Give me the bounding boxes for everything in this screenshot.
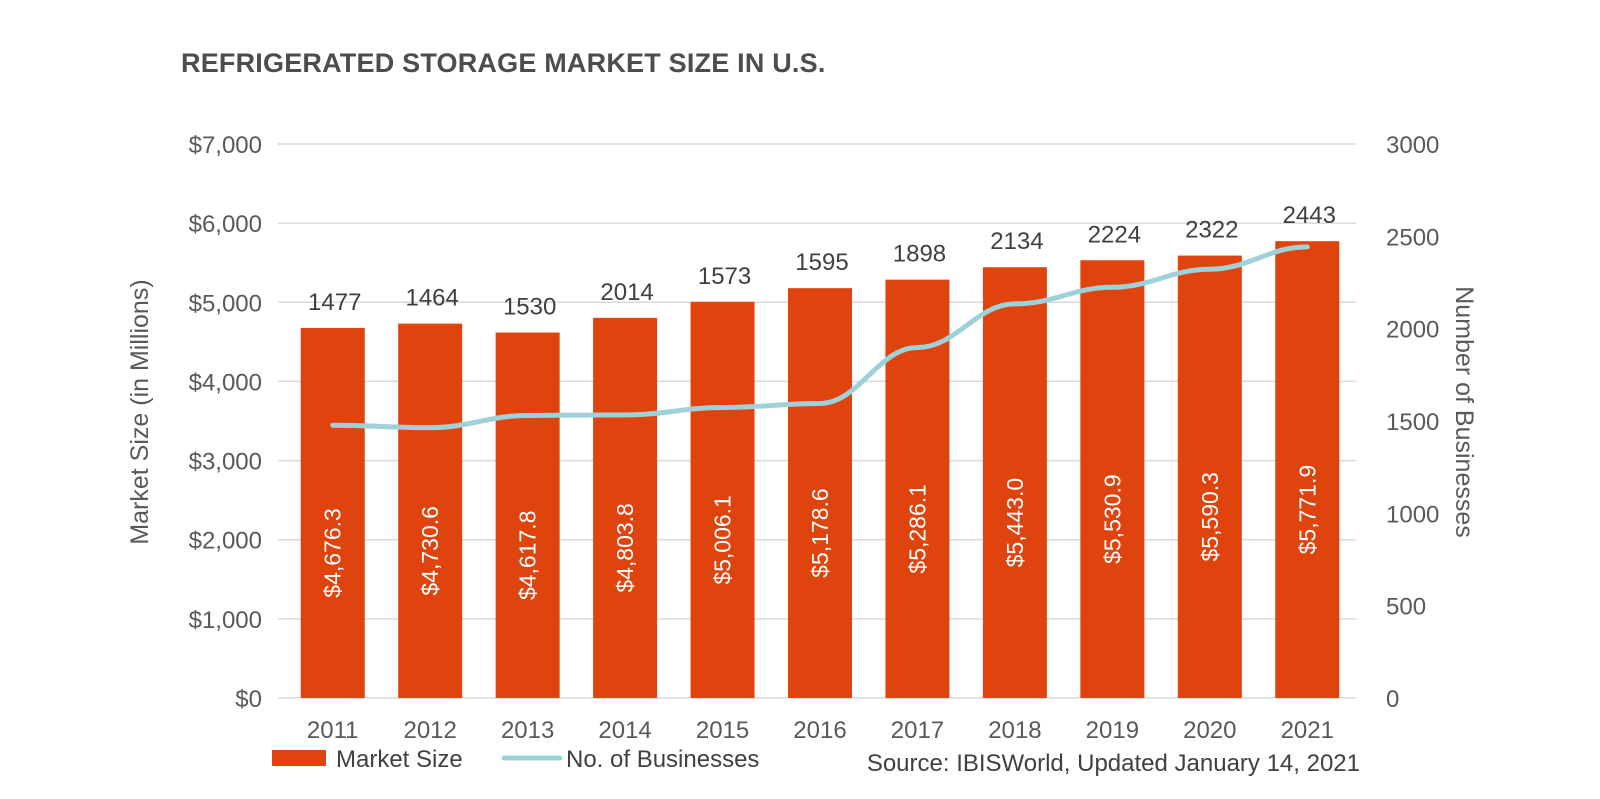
right-axis-title: Number of Businesses [1450, 286, 1478, 538]
bar [398, 323, 463, 698]
bar-value-label: $5,443.0 [1002, 478, 1028, 568]
bar [1177, 255, 1242, 698]
x-tick-label: 2015 [696, 717, 749, 744]
x-tick-label: 2018 [988, 717, 1041, 744]
bar [788, 288, 852, 698]
left-tick-label: $2,000 [189, 528, 262, 555]
x-tick-label: 2013 [501, 717, 554, 744]
legend-label-businesses: No. of Businesses [566, 746, 759, 773]
line-series [330, 244, 1310, 431]
source-note: Source: IBISWorld, Updated January 14, 2… [867, 750, 1360, 777]
left-axis-title: Market Size (in Millions) [126, 279, 154, 544]
line-value-label: 1573 [698, 263, 751, 290]
businesses-line [330, 244, 1310, 431]
left-axis: $0 $1,000 $2,000 $3,000 $4,000 $5,000 $6,000 $7… [189, 132, 262, 713]
bar [495, 332, 560, 698]
line-value-label: 1477 [308, 289, 361, 316]
bar-series [300, 241, 1340, 698]
bar [1275, 241, 1340, 698]
line-value-label: 2014 [600, 279, 653, 306]
legend: Market Size No. of Businesses Source: IB… [272, 746, 1360, 777]
x-tick-label: 2020 [1183, 717, 1236, 744]
bar [982, 267, 1047, 698]
line-value-label: 1898 [893, 241, 946, 268]
x-tick-label: 2014 [598, 717, 651, 744]
bar-value-label: $5,286.1 [904, 484, 930, 574]
chart-title: REFRIGERATED STORAGE MARKET SIZE IN U.S. [181, 48, 826, 78]
line-value-label: 2322 [1185, 217, 1238, 244]
x-tick-label: 2012 [403, 717, 456, 744]
line-value-label: 2134 [990, 228, 1043, 255]
left-tick-label: $1,000 [189, 607, 262, 634]
bar-value-label: $5,178.6 [807, 488, 833, 578]
left-tick-label: $0 [235, 686, 262, 713]
bar [593, 317, 658, 698]
x-tick-label: 2017 [891, 717, 944, 744]
bar-value-label: $5,530.9 [1099, 474, 1125, 564]
right-tick-label: 1500 [1386, 409, 1439, 436]
bar [1080, 260, 1145, 698]
line-value-label: 2443 [1283, 202, 1336, 229]
bar-value-label: $4,803.8 [612, 503, 638, 593]
right-tick-label: 0 [1386, 686, 1399, 713]
left-tick-label: $3,000 [189, 449, 262, 476]
legend-label-market-size: Market Size [336, 746, 463, 773]
bar-value-label: $4,617.8 [515, 511, 541, 601]
left-tick-label: $7,000 [189, 132, 262, 159]
line-value-label: 2224 [1088, 221, 1141, 248]
right-tick-label: 2500 [1386, 224, 1439, 251]
line-value-label: 1530 [503, 294, 556, 321]
bar-value-label: $4,676.3 [320, 508, 346, 598]
x-tick-label: 2019 [1086, 717, 1139, 744]
x-tick-label: 2011 [307, 717, 359, 744]
bar-value-label: $5,771.9 [1294, 465, 1320, 555]
right-tick-label: 2000 [1386, 317, 1439, 344]
right-tick-label: 1000 [1386, 501, 1439, 528]
x-tick-label: 2016 [793, 717, 846, 744]
bar-value-label: $4,730.6 [417, 506, 443, 596]
data-labels: $4,676.3 $4,730.6 $4,617.8 $4,803.8 $5,006.1… [308, 202, 1336, 600]
bar-value-label: $5,590.3 [1197, 472, 1223, 562]
line-value-label: 1464 [405, 285, 458, 312]
right-axis: 0 500 1000 1500 2000 2500 3000 [1386, 132, 1439, 713]
left-tick-label: $5,000 [189, 290, 262, 317]
x-tick-label: 2021 [1281, 717, 1334, 744]
line-value-label: 1595 [795, 249, 848, 276]
right-tick-label: 500 [1386, 594, 1426, 621]
left-tick-label: $4,000 [189, 369, 262, 396]
left-tick-label: $6,000 [189, 211, 262, 238]
bar-value-label: $5,006.1 [710, 495, 736, 585]
x-axis: 2011 2012 2013 2014 2015 2016 2017 2018 2019 2020… [307, 717, 1334, 744]
right-tick-label: 3000 [1386, 132, 1439, 159]
bar [690, 301, 755, 698]
bar [300, 327, 365, 698]
legend-swatch-market-size [272, 750, 326, 766]
